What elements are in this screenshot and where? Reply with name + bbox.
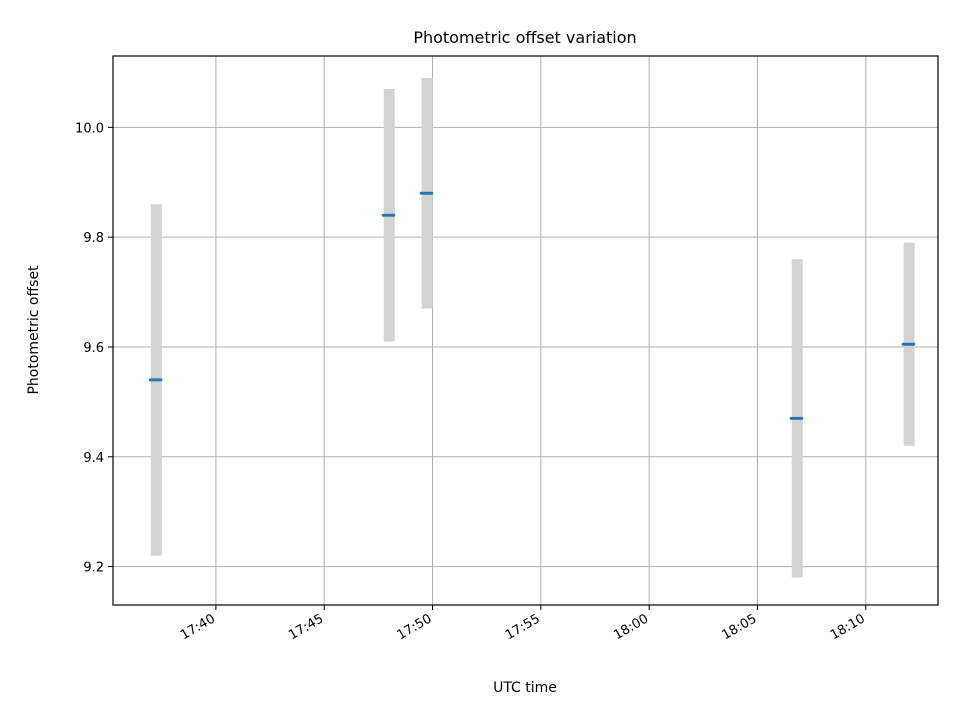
y-tick-label: 10.0 <box>75 121 104 136</box>
chart-title: Photometric offset variation <box>413 28 636 47</box>
plot-frame <box>112 55 939 606</box>
y-axis-label: Photometric offset <box>26 265 42 395</box>
x-axis-label: UTC time <box>493 680 557 696</box>
y-axis-ticks: 9.2 9.4 9.6 9.8 10.0 <box>75 121 113 576</box>
y-tick-label: 9.8 <box>83 231 104 246</box>
data-points <box>148 191 917 420</box>
y-tick-label: 9.4 <box>83 451 104 466</box>
y-tick-label: 9.2 <box>83 561 104 576</box>
y-tick-label: 9.6 <box>83 341 104 356</box>
